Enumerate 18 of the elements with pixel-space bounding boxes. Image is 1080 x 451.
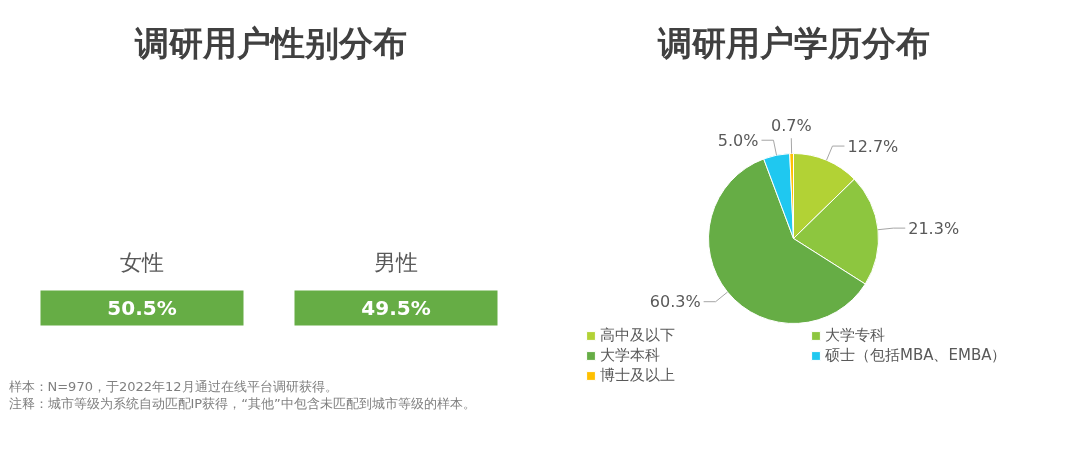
legend-label: 硕士（包括MBA、EMBA） [825,345,1008,365]
legend-label: 博士及以上 [600,365,676,385]
text: 注释：城市等级为系统自动匹配IP获得，“其他”中包含未匹配到城市等级的样本。 [8,396,476,411]
legend-label: 大学专科 [825,325,886,345]
data-label: 12.7% [847,136,899,156]
data-label: 60.3% [649,292,701,312]
text: 样本：N=970，于2022年12月通过在线平台调研获得。 [8,379,338,394]
data-label: 5.0% [717,130,759,150]
data-label: 50.5% [107,296,177,320]
legend-label: 高中及以下 [600,325,676,345]
chart-title: 调研用户学历分布 [656,22,930,63]
data-label: 0.7% [770,116,812,136]
category-label: 男性 [374,250,418,275]
text: 调研用户性别分布 [133,22,407,63]
category-label: 女性 [120,250,164,275]
legend-label: 大学本科 [600,345,661,365]
data-label: 49.5% [361,296,431,320]
data-label: 21.3% [908,218,960,238]
